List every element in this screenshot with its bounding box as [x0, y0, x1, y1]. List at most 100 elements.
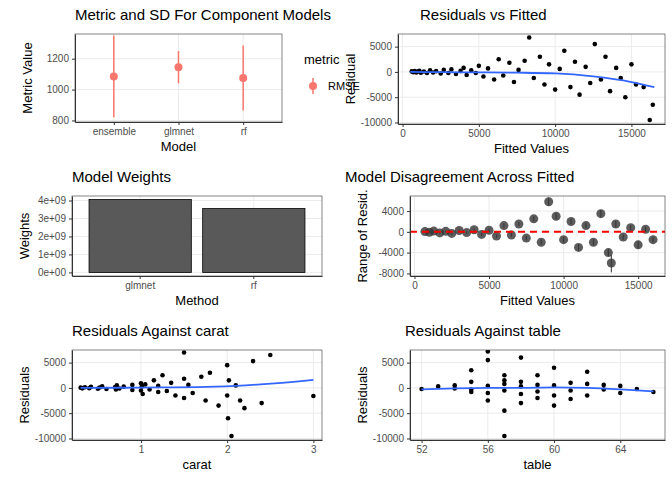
grid — [75, 34, 282, 122]
y-tick-mark — [69, 272, 72, 273]
chart-title: Model Weights — [72, 168, 171, 185]
x-tick: 60 — [549, 440, 561, 455]
point — [568, 381, 573, 386]
y-axis-title: Residual — [343, 54, 358, 105]
point — [604, 248, 613, 257]
x-axis-title: Method — [175, 293, 218, 308]
point — [603, 54, 608, 59]
y-grid-line — [410, 231, 665, 232]
point — [585, 369, 590, 374]
y-tick: 3e+09 — [38, 213, 72, 224]
x-tick: 15000 — [625, 276, 653, 291]
panel: 80010001200ensembleglmnetrf — [47, 34, 283, 137]
point — [512, 80, 517, 85]
axis-line — [410, 197, 411, 277]
panel: 0e+001e+092e+093e+094e+09glmnetrf — [38, 195, 323, 291]
point — [449, 67, 454, 72]
x-tick-label: 0 — [412, 280, 418, 291]
panel-background — [398, 34, 665, 124]
y-tick-mark — [407, 438, 410, 439]
point — [626, 223, 635, 232]
x-grid-line — [178, 34, 179, 122]
x-tick-label: 52 — [417, 444, 429, 455]
y-axis: 0e+001e+092e+093e+094e+09 — [38, 195, 73, 278]
point — [567, 217, 576, 226]
plot-area — [410, 197, 665, 272]
y-tick: 5000 — [382, 357, 410, 368]
point — [492, 77, 497, 82]
y-grid-line — [72, 438, 322, 439]
point — [203, 398, 208, 403]
x-tick-label: 5000 — [468, 128, 491, 139]
point — [559, 235, 568, 244]
y-tick-mark — [407, 232, 410, 233]
point — [477, 64, 482, 69]
x-tick: 0 — [412, 276, 418, 291]
point — [499, 221, 508, 230]
x-axis-title: Model — [161, 139, 197, 154]
point — [581, 221, 590, 230]
y-tick: 1e+09 — [38, 249, 72, 260]
y-tick: -5000 — [378, 408, 410, 419]
point — [514, 220, 523, 229]
y-axis-title: Residuals — [355, 366, 370, 424]
x-axis: 0 5000 10000 15000 — [399, 124, 666, 139]
y-tick: 5000 — [370, 41, 398, 52]
point — [242, 406, 247, 411]
point — [619, 233, 628, 242]
x-tick-mark — [227, 440, 228, 443]
y-grid-line — [398, 46, 665, 47]
x-tick-label: 0 — [400, 128, 406, 139]
panel-border — [72, 350, 322, 440]
axis-line — [73, 276, 323, 277]
point — [229, 434, 234, 439]
x-tick-mark — [313, 440, 314, 443]
point — [175, 63, 183, 71]
x-axis: glmnetrf — [73, 276, 323, 291]
x-tick: 10000 — [542, 124, 570, 139]
y-tick-mark — [395, 47, 398, 48]
smooth-line — [422, 387, 654, 391]
y-tick-mark — [407, 211, 410, 212]
panel-border — [398, 34, 665, 124]
point — [165, 389, 170, 394]
smooth-line — [81, 380, 314, 388]
point — [238, 398, 243, 403]
y-tick-mark — [395, 122, 398, 123]
x-grid-line — [638, 196, 639, 276]
axis-line — [399, 124, 666, 125]
y-tick-label: 1200 — [47, 53, 70, 64]
y-grid-line — [72, 362, 322, 363]
x-tick-mark — [638, 276, 639, 279]
plot-area — [419, 350, 655, 438]
point — [574, 243, 583, 252]
y-grid-line — [72, 413, 322, 414]
x-grid-line — [478, 34, 479, 124]
x-tick-label: 10000 — [550, 280, 578, 291]
x-tick-mark — [403, 124, 404, 127]
y-tick-label: 2e+09 — [38, 231, 67, 242]
y-tick-label: -10000 — [35, 433, 67, 444]
y-tick-label: -5000 — [378, 408, 404, 419]
plot-area — [409, 35, 655, 122]
y-axis: -10000-500005000 — [35, 351, 73, 445]
y-axis: -10000-500005000 — [361, 35, 399, 129]
point — [650, 102, 655, 107]
chart-title: Metric and SD For Component Models — [75, 6, 331, 23]
x-axis: 050001000015000 — [411, 276, 666, 291]
point — [182, 350, 187, 355]
x-tick-label: ensemble — [93, 126, 137, 137]
point — [649, 235, 658, 244]
smooth-line — [410, 72, 654, 87]
y-grid-line — [410, 211, 665, 212]
point — [225, 393, 230, 398]
point — [182, 396, 187, 401]
y-tick: 0 — [398, 227, 410, 238]
point — [502, 434, 507, 439]
x-tick-mark — [554, 440, 555, 443]
y-tick: 0 — [398, 383, 410, 394]
x-tick: 15000 — [618, 124, 646, 139]
y-axis-title: Range of Resid. — [355, 189, 370, 282]
point — [573, 60, 578, 65]
panel-background — [410, 350, 665, 440]
